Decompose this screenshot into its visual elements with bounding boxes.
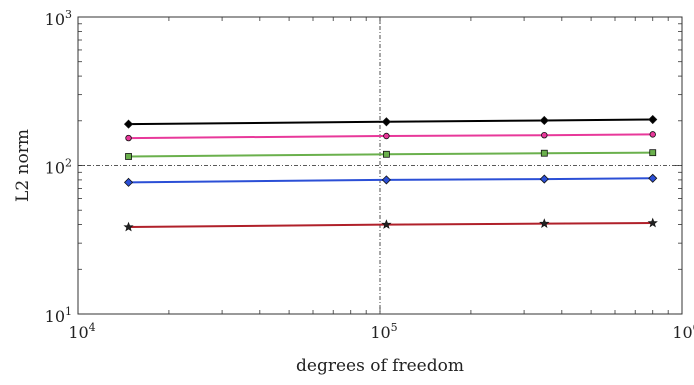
series-line (128, 177, 653, 184)
grid-lines (78, 17, 682, 314)
data-point (381, 175, 391, 185)
data-point (381, 117, 391, 127)
y-axis-label: L2 norm (13, 129, 33, 202)
data-point (649, 149, 657, 157)
tick-labels: 104 105 106 101 102 103 (45, 8, 694, 342)
data-point (539, 174, 549, 184)
data-point (541, 131, 548, 139)
data-point (123, 119, 134, 129)
series-line (128, 118, 653, 126)
y-tick-label: 102 (45, 157, 72, 178)
data-point (381, 219, 392, 229)
series-layer (123, 114, 658, 232)
data-point (648, 173, 658, 183)
x-tick-label: 105 (370, 321, 397, 342)
series-line (128, 151, 653, 158)
series-line (128, 133, 653, 140)
series-1 (123, 114, 658, 129)
data-point (649, 131, 656, 138)
y-tick-label: 101 (45, 305, 72, 326)
data-point (383, 132, 390, 140)
series-2 (125, 131, 656, 142)
series-5 (123, 217, 658, 232)
axis-ticks (77, 17, 682, 315)
data-point (539, 218, 550, 228)
x-tick-label: 106 (672, 321, 694, 342)
data-point (648, 114, 658, 125)
x-axis-label: degrees of freedom (296, 356, 464, 376)
data-point (540, 149, 548, 157)
data-point (125, 153, 132, 160)
series-4 (123, 173, 658, 187)
data-point (647, 217, 658, 228)
y-tick-label: 103 (45, 8, 72, 29)
series-line (128, 222, 653, 229)
data-point (382, 150, 390, 158)
series-3 (125, 149, 657, 160)
data-point (539, 115, 549, 126)
data-point (123, 177, 134, 187)
x-tick-label: 104 (68, 321, 95, 342)
data-point (125, 134, 132, 142)
data-point (123, 221, 134, 232)
